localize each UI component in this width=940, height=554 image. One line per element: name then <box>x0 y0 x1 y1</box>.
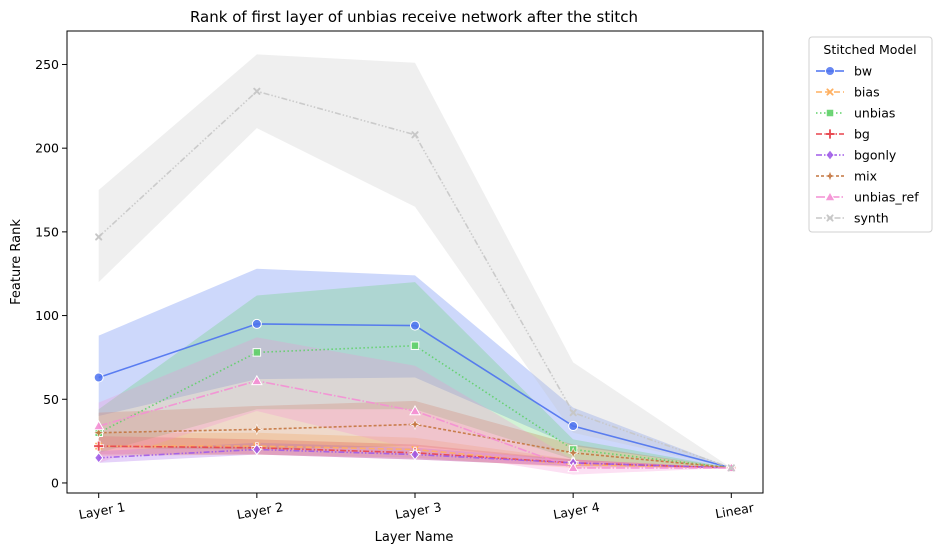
point-mix <box>409 418 421 431</box>
point-bgonly <box>252 443 262 456</box>
legend-label-bias: bias <box>854 85 880 100</box>
point-unbias <box>410 341 420 350</box>
x-tick-label: Layer 2 <box>236 499 285 522</box>
legend-marker-unbias <box>825 108 835 118</box>
y-axis-label: Feature Rank <box>9 219 24 305</box>
point-synth <box>569 409 577 417</box>
y-tick-label: 250 <box>35 57 59 72</box>
x-axis-ticks: Layer 1 Layer 2 Layer 3 Layer 4 Linear <box>78 493 756 522</box>
x-axis-label: Layer Name <box>375 530 454 545</box>
point-mix <box>92 426 105 439</box>
legend-label-bgonly: bgonly <box>854 148 897 163</box>
point-mix <box>567 447 579 459</box>
x-tick-label: Layer 3 <box>394 499 443 522</box>
legend-label-synth: synth <box>854 211 889 226</box>
legend-box <box>808 36 933 233</box>
y-tick-label: 150 <box>35 224 59 239</box>
point-bgonly <box>94 452 104 464</box>
legend-marker-bw <box>825 66 835 76</box>
point-bw <box>93 372 104 383</box>
point-synth <box>95 233 103 241</box>
point-unbias_ref <box>409 404 421 416</box>
legend-label-mix: mix <box>854 169 877 184</box>
point-synth <box>253 87 261 95</box>
point-mix <box>251 423 263 436</box>
x-tick-label: Linear <box>714 500 756 522</box>
series-markers <box>92 87 738 474</box>
x-tick-label: Layer 1 <box>78 499 127 522</box>
point-unbias_ref <box>250 374 263 386</box>
y-axis-ticks: 0 50 100 150 200 250 <box>35 57 67 490</box>
legend-label-unbias_ref: unbias_ref <box>854 190 919 205</box>
point-bg <box>93 440 105 452</box>
legend-marker-bg <box>824 128 836 140</box>
legend-label-bw: bw <box>854 64 872 79</box>
legend-marker-bias <box>826 88 834 96</box>
band-synth <box>98 54 732 468</box>
legend: Stitched Model bw bias unbias bg bgonly mix un… <box>808 36 933 233</box>
y-tick-label: 50 <box>43 392 59 407</box>
point-bw <box>568 421 579 432</box>
legend-label-unbias: unbias <box>854 106 895 121</box>
x-tick-label: Layer 4 <box>552 499 601 522</box>
point-unbias_ref <box>92 420 105 431</box>
point-unbias_ref <box>567 461 580 473</box>
legend-title: Stitched Model <box>823 42 916 57</box>
legend-marker-mix <box>824 170 836 182</box>
point-bgonly <box>410 448 420 461</box>
point-bw <box>410 320 420 331</box>
point-synth <box>727 464 735 472</box>
y-tick-label: 0 <box>51 475 59 490</box>
point-synth <box>411 131 419 139</box>
band-bw <box>98 268 732 468</box>
point-unbias <box>252 348 262 357</box>
legend-marker-unbias_ref <box>824 190 836 202</box>
point-bw <box>251 318 262 329</box>
y-tick-label: 100 <box>35 308 59 323</box>
legend-marker-bgonly <box>825 149 835 161</box>
chart-title: Rank of first layer of unbias receive ne… <box>190 8 638 26</box>
legend-marker-synth <box>826 214 834 222</box>
legend-label-bg: bg <box>854 127 870 142</box>
y-tick-label: 200 <box>35 141 59 156</box>
